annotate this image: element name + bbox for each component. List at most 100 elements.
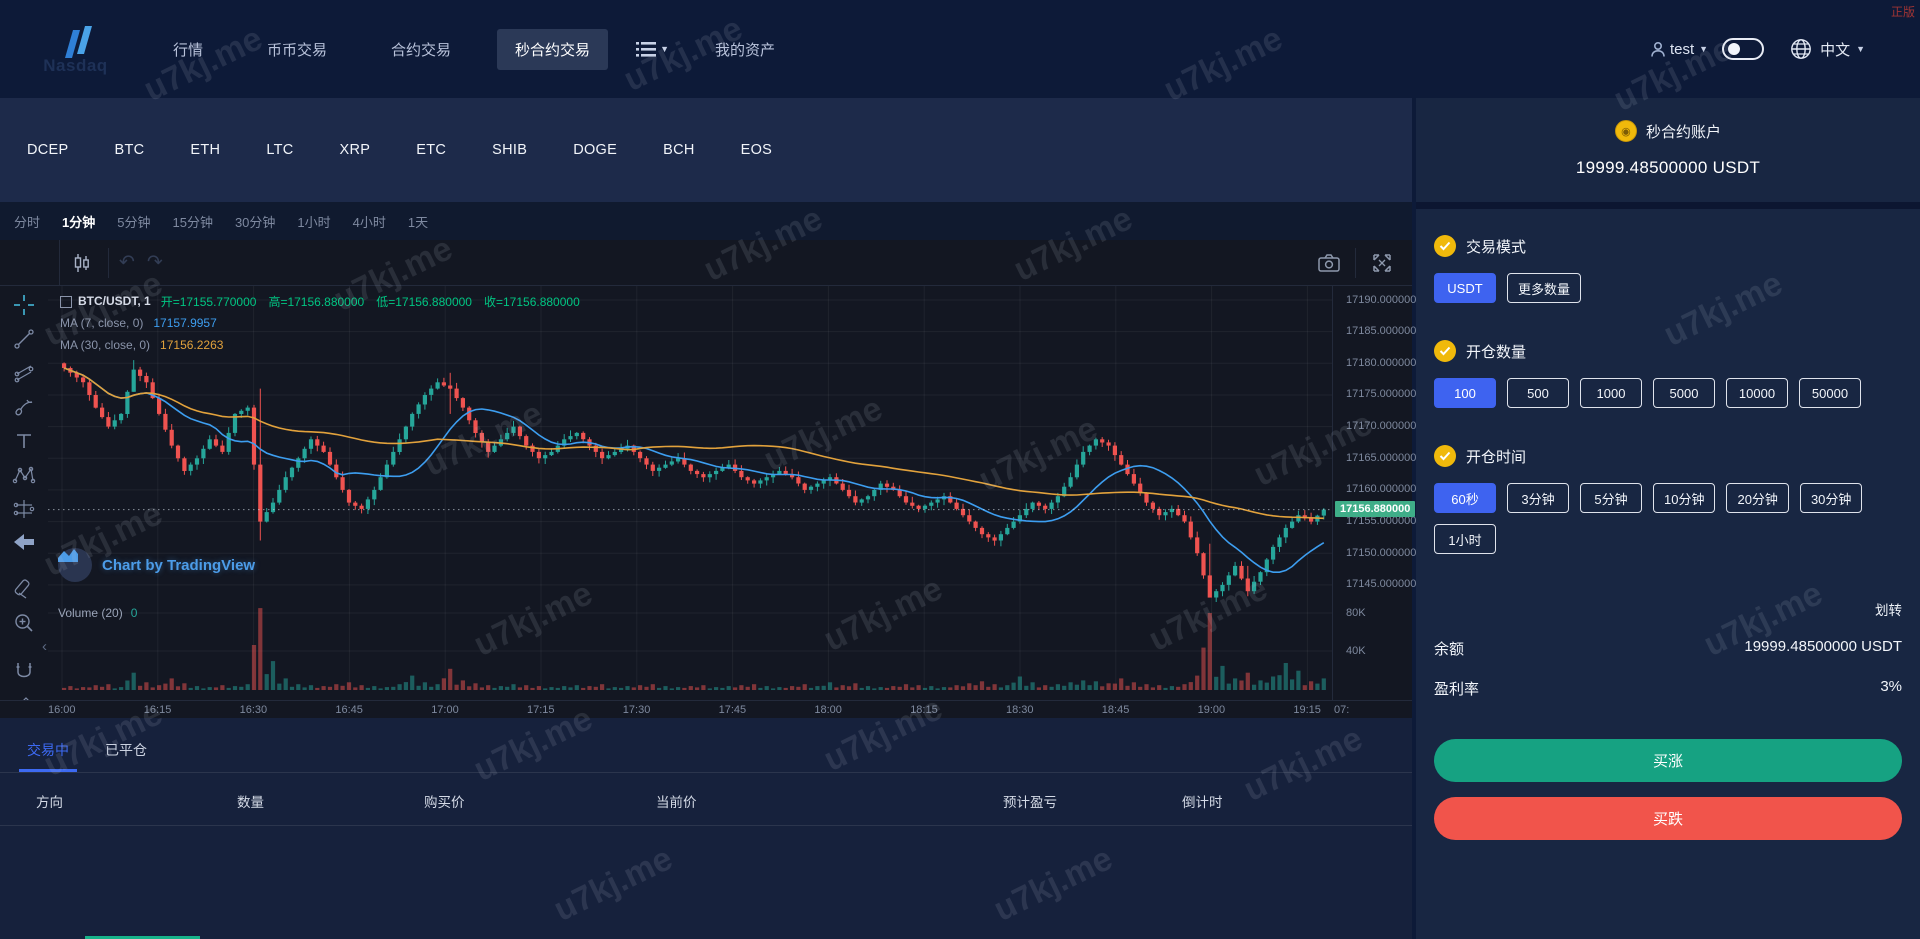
chart-legend: BTC/USDT, 1 开=17155.770000 高=17156.880000… — [60, 290, 592, 356]
coin-tab-btc[interactable]: BTC — [114, 142, 145, 158]
language-selector[interactable]: 中文 ▼ — [1790, 38, 1865, 60]
panel-collapse-handle[interactable]: ‹ — [42, 638, 47, 655]
eraser-tool[interactable] — [7, 578, 41, 600]
logo-text: Nasdaq — [43, 56, 108, 75]
check-icon — [1434, 235, 1456, 257]
interval-tab[interactable]: 15分钟 — [172, 214, 213, 230]
interval-tab[interactable]: 30分钟 — [234, 214, 276, 230]
nav-right: test ▼ 中文 ▼ — [1650, 38, 1865, 60]
time-axis[interactable]: 16:00 16:15 16:30 16:45 17:00 17:15 17:30 17:45… — [0, 700, 1412, 718]
fullscreen-button[interactable] — [1360, 246, 1404, 280]
duration-option-button[interactable]: 20分钟 — [1726, 483, 1789, 513]
trendline-tool[interactable] — [7, 328, 41, 350]
amount-option-button[interactable]: 1000 — [1580, 378, 1642, 408]
time-tick: 16:15 — [143, 704, 172, 716]
redo-button[interactable]: ↷ — [146, 252, 163, 273]
section-label: 开仓时间 — [1466, 448, 1527, 466]
duration-option-button[interactable]: 60秒 — [1434, 483, 1496, 513]
forecast-tool[interactable] — [7, 498, 41, 520]
time-tick: 17:45 — [718, 704, 747, 716]
section-amount: 开仓数量 100 500 1000 5000 10000 50000 — [1434, 340, 1902, 419]
text-tool-icon — [17, 434, 31, 448]
brush-tool[interactable] — [7, 396, 41, 418]
nav-item[interactable]: 币币交易 — [267, 41, 328, 59]
pitchfork-tool[interactable] — [7, 362, 41, 384]
coin-tab-dcep[interactable]: DCEP — [27, 142, 69, 158]
nav-more-menu[interactable]: ▼ — [636, 41, 669, 57]
nav-item-assets[interactable]: 我的资产 — [714, 41, 775, 59]
ma7-label: MA (7, close, 0) — [60, 316, 144, 330]
mode-option-button[interactable]: USDT — [1434, 273, 1496, 303]
coin-tab-eth[interactable]: ETH — [190, 142, 221, 158]
interval-tab[interactable]: 5分钟 — [117, 214, 151, 230]
price-tick: 17160.000000 — [1346, 483, 1417, 496]
amount-option-button[interactable]: 5000 — [1653, 378, 1715, 408]
arrow-mark-tool[interactable] — [7, 532, 41, 552]
time-tick: 18:00 — [814, 704, 842, 716]
balance-row: 余额 19999.48500000 USDT — [1434, 638, 1902, 659]
duration-option-button[interactable]: 10分钟 — [1653, 483, 1716, 513]
positions-tab[interactable]: 已平仓 — [105, 742, 147, 758]
magnet-tool[interactable] — [7, 660, 41, 682]
table-column-header: 预计盈亏 — [1003, 795, 1057, 810]
interval-tab[interactable]: 分时 — [14, 214, 41, 230]
coin-tab-xrp[interactable]: XRP — [339, 142, 371, 158]
series-icon — [60, 296, 72, 308]
time-tick: 16:00 — [48, 704, 76, 716]
time-tick: 18:30 — [1006, 704, 1034, 716]
amount-option-button[interactable]: 500 — [1507, 378, 1569, 408]
section-label: 交易模式 — [1466, 238, 1527, 256]
interval-tab[interactable]: 1分钟 — [62, 214, 96, 230]
volume-tick: 80K — [1346, 606, 1366, 619]
ma7-value: 17157.9957 — [153, 316, 217, 330]
duration-option-button[interactable]: 30分钟 — [1799, 483, 1863, 513]
price-tick: 17175.000000 — [1346, 388, 1417, 401]
camera-icon — [1318, 253, 1340, 272]
pattern-tool[interactable] — [7, 464, 41, 486]
user-menu[interactable]: test ▼ — [1650, 41, 1708, 58]
coin-tab-shib[interactable]: SHIB — [492, 142, 528, 158]
coin-tab-doge[interactable]: DOGE — [573, 142, 618, 158]
trade-sidebar: ◉ 秒合约账户 19999.48500000 USDT 交易模式 USDT 更多数量… — [1416, 98, 1920, 939]
scrollbar-strip[interactable] — [85, 936, 200, 939]
transfer-link[interactable]: 划转 — [1875, 603, 1902, 618]
nav-item[interactable]: 秒合约交易 — [497, 28, 609, 70]
price-axis[interactable]: 17190.000000 17185.000000 17180.000000 1717… — [1332, 286, 1416, 700]
coin-tab-eos[interactable]: EOS — [740, 142, 773, 158]
coin-tab-bch[interactable]: BCH — [663, 142, 695, 158]
nav-item[interactable]: 合约交易 — [391, 41, 452, 59]
duration-option-button[interactable]: 5分钟 — [1580, 483, 1642, 513]
interval-tab[interactable]: 4小时 — [352, 214, 386, 230]
chart-plot[interactable]: BTC/USDT, 1 开=17155.770000 高=17156.880000… — [48, 286, 1332, 700]
logo[interactable]: Nasdaq — [28, 22, 123, 76]
amount-option-button[interactable]: 50000 — [1799, 378, 1861, 408]
buy-up-button[interactable]: 买涨 — [1434, 739, 1902, 782]
coin-tabs: DCEP BTC ETH LTC XRP ETC SHIB DOGE BCH EOS — [0, 98, 1412, 202]
interval-tab[interactable]: 1天 — [407, 214, 429, 230]
buy-down-button[interactable]: 买跌 — [1434, 797, 1902, 840]
candle-style-button[interactable] — [60, 246, 104, 280]
undo-button[interactable]: ↶ — [119, 252, 135, 273]
interval-tab[interactable]: 1小时 — [297, 214, 331, 230]
price-tick: 17165.000000 — [1346, 451, 1417, 464]
positions-tab[interactable]: 交易中 — [19, 740, 77, 772]
zoom-in-tool[interactable] — [7, 612, 41, 634]
mode-option-button[interactable]: 更多数量 — [1507, 273, 1582, 303]
account-balance: 19999.48500000 USDT — [1575, 158, 1761, 177]
duration-option-button[interactable]: 3分钟 — [1507, 483, 1569, 513]
theme-toggle[interactable] — [1722, 38, 1765, 60]
time-tick: 18:15 — [910, 704, 938, 716]
crosshair-tool[interactable] — [7, 294, 41, 316]
amount-option-button[interactable]: 100 — [1434, 378, 1496, 408]
screenshot-button[interactable] — [1307, 246, 1351, 280]
coin-tab-ltc[interactable]: LTC — [266, 142, 294, 158]
nav-item[interactable]: 行情 — [173, 41, 204, 59]
text-tool[interactable] — [7, 430, 41, 452]
duration-option-button[interactable]: 1小时 — [1434, 524, 1496, 554]
table-column-header: 数量 — [237, 795, 264, 810]
tradingview-attribution[interactable]: Chart by TradingView — [58, 548, 255, 582]
coin-tab-etc[interactable]: ETC — [416, 142, 447, 158]
eraser-icon — [14, 579, 30, 599]
amount-option-button[interactable]: 10000 — [1726, 378, 1788, 408]
top-nav: Nasdaq 行情 币币交易 合约交易 秒合约交易 ▼ 我的资产 test ▼ — [0, 0, 1920, 98]
